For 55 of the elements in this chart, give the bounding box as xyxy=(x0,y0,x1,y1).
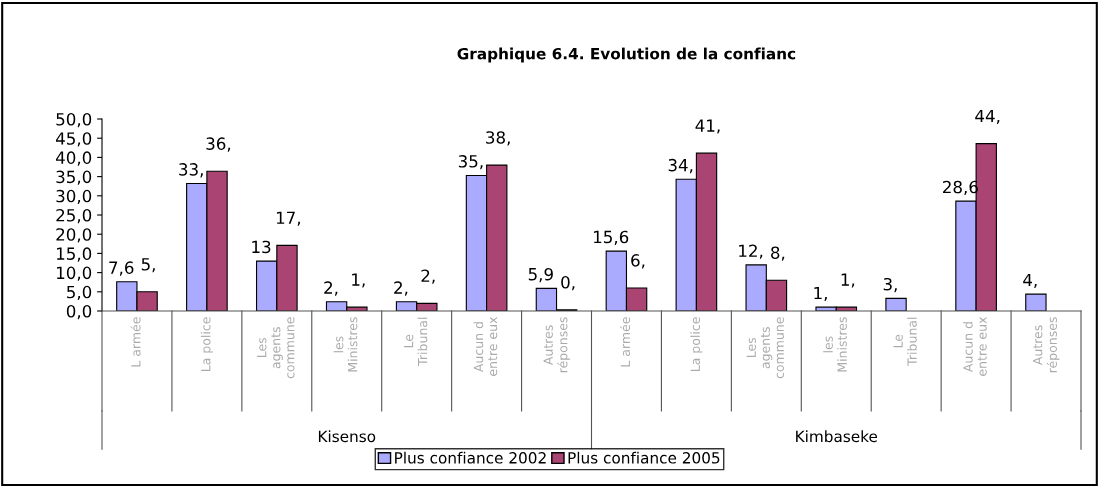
x-tick-label: Les agents commune xyxy=(746,317,784,379)
chart-title: Graphique 6.4. Evolution de la confianc xyxy=(457,47,796,63)
x-tick-label: L armée xyxy=(130,317,141,367)
data-label: 15,6 xyxy=(594,230,629,245)
y-tick-label: 20,0 xyxy=(56,228,92,243)
x-tick-label: les Ministres xyxy=(333,317,358,372)
y-tick-label: 0,0 xyxy=(66,304,92,320)
data-label: 2, xyxy=(421,269,435,284)
x-tick-label: Autres réponses xyxy=(543,317,570,373)
data-label: 34, xyxy=(668,158,693,174)
data-label: 7,6 xyxy=(109,261,134,276)
text: Kisenso xyxy=(318,430,376,443)
data-label: 5, xyxy=(141,258,155,273)
y-tick-label: 30,0 xyxy=(56,189,92,205)
x-tick-label: Aucun d entre eux xyxy=(963,316,987,376)
data-label: 4, xyxy=(1023,273,1037,288)
y-tick-label: 40,0 xyxy=(55,151,92,166)
x-tick-label: Aucun d entre eux xyxy=(473,316,498,376)
data-label: 13 xyxy=(252,240,271,254)
data-label: 2, xyxy=(394,281,408,296)
data-label: 8, xyxy=(771,246,785,261)
x-tick-label: Les agents commune xyxy=(257,317,295,379)
data-label: 36, xyxy=(206,137,231,152)
data-label: 1, xyxy=(814,286,827,302)
text: Kimbaseke xyxy=(796,430,878,443)
y-tick-label: 45,0 xyxy=(55,132,92,147)
data-label: 0, xyxy=(561,275,575,291)
x-tick-label: Le Tribunal xyxy=(893,317,917,366)
data-label: 17, xyxy=(276,211,300,226)
legend-label: Plus confiance 2002 xyxy=(395,451,546,464)
data-label: 12, xyxy=(739,244,763,259)
data-label: 2, xyxy=(324,281,338,296)
x-tick-label: Autres réponses xyxy=(1033,317,1060,373)
y-tick-label: 10,0 xyxy=(57,266,92,281)
data-label: 33, xyxy=(179,163,203,178)
data-label: 3, xyxy=(883,277,897,293)
x-tick-label: La police xyxy=(690,317,703,372)
y-tick-label: 50,0 xyxy=(56,112,92,128)
data-label: 41, xyxy=(695,119,720,134)
data-label: 38, xyxy=(486,131,510,146)
y-tick-label: 15,0 xyxy=(57,247,92,262)
data-label: 6, xyxy=(631,254,645,269)
x-tick-label: Le Tribunal xyxy=(404,317,428,366)
data-label: 44, xyxy=(975,109,1000,124)
y-tick-label: 25,0 xyxy=(56,208,92,224)
x-tick-label: les Ministres xyxy=(823,317,847,372)
legend-label: Plus confiance 2005 xyxy=(568,451,720,464)
data-label: 1, xyxy=(841,273,855,288)
data-label: 5,9 xyxy=(528,267,553,283)
y-tick-label: 35,0 xyxy=(56,170,92,185)
x-tick-label: L armée xyxy=(619,317,631,367)
x-tick-label: La police xyxy=(200,317,213,372)
data-label: 1, xyxy=(352,273,365,288)
data-label: 35, xyxy=(458,155,483,170)
y-tick-label: 5,0 xyxy=(67,285,92,301)
